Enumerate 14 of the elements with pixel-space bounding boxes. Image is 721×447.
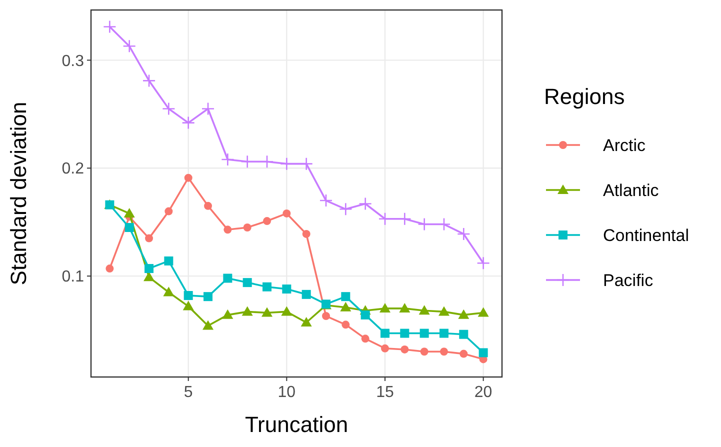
y-tick-label: 0.3 [62, 52, 84, 70]
legend-label: Atlantic [603, 180, 660, 200]
x-axis-title: Truncation [244, 412, 348, 437]
x-tick-label: 20 [474, 384, 492, 401]
legend-label: Pacific [603, 270, 654, 290]
y-axis-title: Standard deviation [6, 102, 31, 286]
x-tick-label: 5 [184, 384, 193, 401]
y-tick-label: 0.1 [62, 268, 84, 286]
y-tick-label: 0.2 [62, 160, 84, 178]
x-tick-label: 10 [278, 384, 296, 401]
x-tick-label: 15 [376, 384, 394, 401]
legend-label: Arctic [603, 136, 646, 155]
legend-title: Regions [544, 84, 625, 109]
legend-label: Continental [603, 226, 690, 245]
